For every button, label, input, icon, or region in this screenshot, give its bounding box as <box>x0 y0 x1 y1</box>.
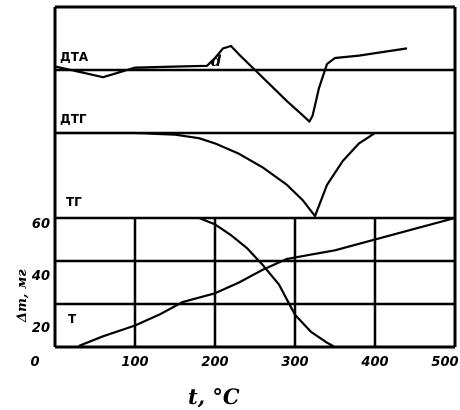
curve-ДТА <box>54 44 408 123</box>
x-tick-100: 100 <box>121 355 148 370</box>
grid <box>55 218 455 347</box>
x-tick-0: 0 <box>30 355 39 370</box>
x-tick-400: 400 <box>360 355 388 370</box>
x-tick-500: 500 <box>431 355 458 370</box>
curve-T <box>78 216 456 347</box>
temperature-curve-label: T <box>68 312 77 326</box>
dtg-panel-label: ДТГ <box>60 112 87 126</box>
tg-panel-label: ТГ <box>66 195 82 209</box>
x-tick-labels: 0 100 200 300 400 500 <box>30 355 458 370</box>
y-tick-40: 40 <box>31 269 50 284</box>
dta-panel-label: ДТА <box>60 50 89 64</box>
dta-annotation-d: d <box>211 52 222 70</box>
curve-ТГ <box>55 131 376 218</box>
x-axis-label: t, °C <box>188 384 240 409</box>
y-axis-label: Δm, мг <box>15 269 30 323</box>
y-tick-20: 20 <box>32 321 50 336</box>
x-tick-300: 300 <box>281 355 308 370</box>
curves <box>54 44 456 348</box>
x-tick-200: 200 <box>201 355 228 370</box>
curve-Δm <box>198 216 336 348</box>
y-tick-60: 60 <box>32 217 50 232</box>
